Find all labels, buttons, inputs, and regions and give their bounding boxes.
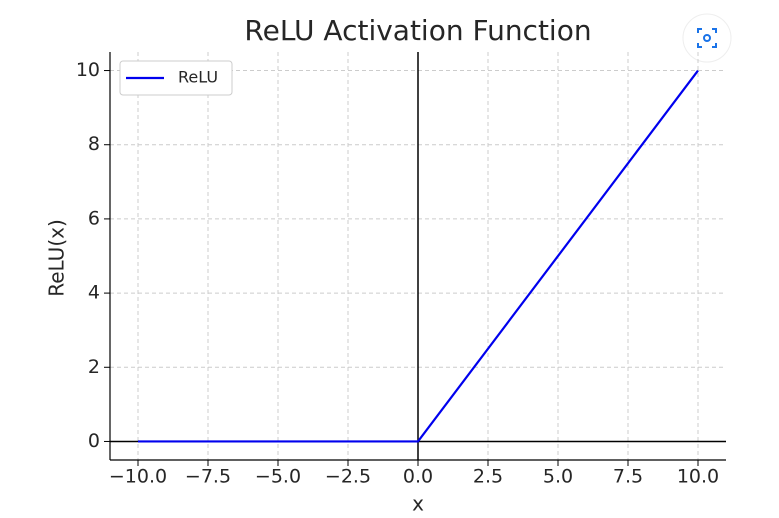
y-tick-label: 10 bbox=[76, 59, 100, 81]
x-tick-label: −10.0 bbox=[109, 466, 167, 488]
x-tick-label: 0.0 bbox=[403, 466, 433, 488]
chart-title: ReLU Activation Function bbox=[244, 14, 591, 47]
x-tick-label: −7.5 bbox=[185, 466, 231, 488]
x-tick-label: 2.5 bbox=[473, 466, 503, 488]
y-tick-label: 0 bbox=[88, 430, 100, 452]
legend-box bbox=[119, 60, 233, 96]
x-tick-label: 5.0 bbox=[543, 466, 573, 488]
x-tick-label: 7.5 bbox=[613, 466, 643, 488]
y-tick-label: 8 bbox=[88, 133, 100, 155]
button-icon bbox=[697, 28, 717, 48]
y-tick-label: 4 bbox=[88, 282, 100, 304]
button-icon-dot bbox=[703, 34, 711, 42]
y-tick-label: 6 bbox=[88, 207, 100, 229]
lens-button[interactable] bbox=[682, 13, 732, 63]
legend: ReLU bbox=[119, 60, 233, 96]
y-tick-label: 2 bbox=[88, 356, 100, 378]
x-axis-label: x bbox=[412, 492, 424, 516]
legend-label: ReLU bbox=[178, 68, 218, 87]
y-axis-label: ReLU(x) bbox=[45, 219, 69, 297]
x-tick-label: −2.5 bbox=[325, 466, 371, 488]
button-bg[interactable] bbox=[682, 13, 732, 63]
line bbox=[138, 69, 699, 443]
x-tick-label: −5.0 bbox=[255, 466, 301, 488]
x-tick-label: 10.0 bbox=[677, 466, 719, 488]
